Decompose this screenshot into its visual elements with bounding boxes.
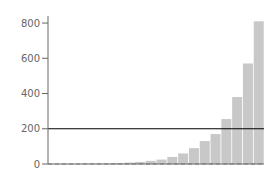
svg-text:200: 200 [21,123,40,134]
svg-text:400: 400 [21,88,40,99]
svg-text:800: 800 [21,18,40,29]
svg-text:600: 600 [21,53,40,64]
svg-text:0: 0 [34,159,40,170]
